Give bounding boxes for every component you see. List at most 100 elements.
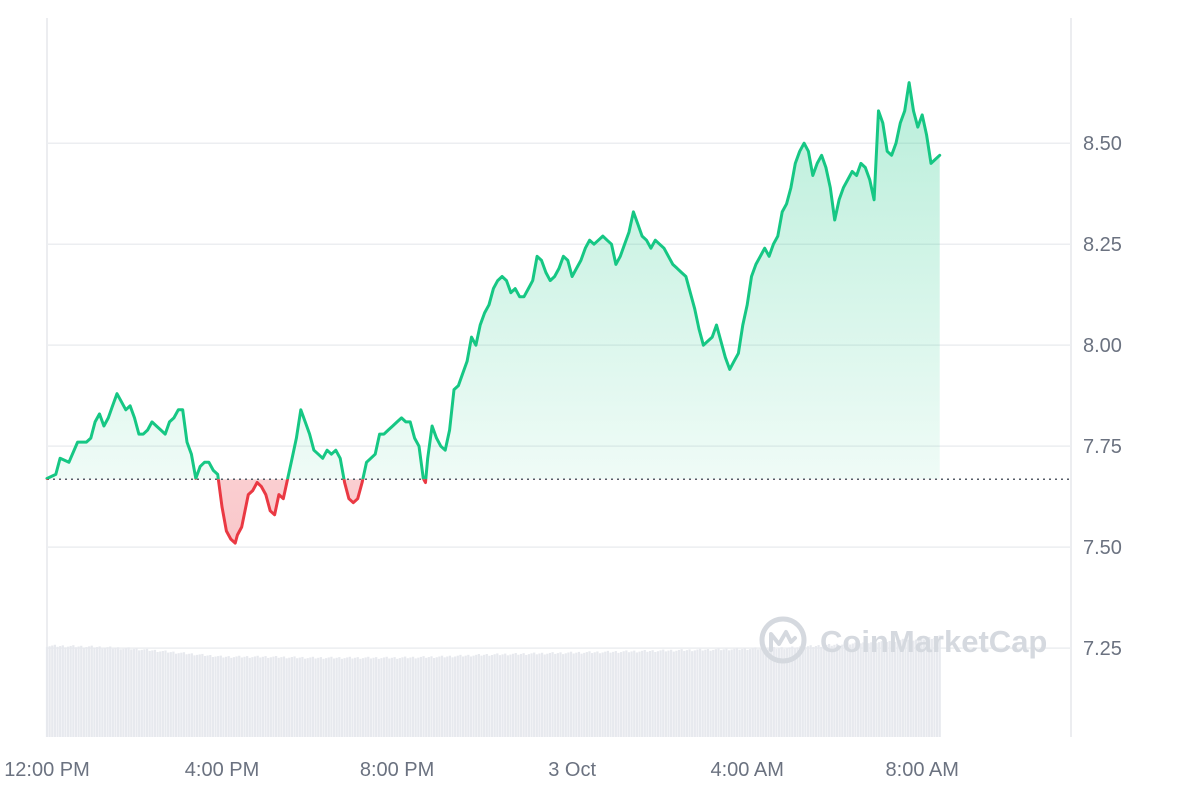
volume-bar <box>809 645 812 737</box>
volume-bar <box>741 648 744 737</box>
volume-bar <box>501 654 504 737</box>
volume-bar <box>80 645 83 737</box>
volume-bar <box>656 651 660 737</box>
volume-bar <box>651 650 654 737</box>
volume-bar <box>891 639 894 737</box>
volume-bars <box>45 635 941 737</box>
volume-bar <box>856 644 860 737</box>
volume-bar <box>451 657 454 737</box>
volume-bar <box>114 647 117 737</box>
volume-bar <box>901 638 904 737</box>
volume-bar <box>209 655 212 737</box>
volume-bar <box>904 640 907 737</box>
volume-bar <box>319 657 322 737</box>
y-tick-label: 7.50 <box>1083 537 1122 559</box>
volume-bar <box>130 649 133 737</box>
volume-bar <box>219 655 222 737</box>
volume-bar <box>722 649 725 737</box>
volume-bar <box>817 645 820 737</box>
volume-bar <box>72 645 75 737</box>
y-tick-label: 7.25 <box>1083 638 1122 660</box>
volume-bar <box>575 652 578 737</box>
volume-bar <box>912 640 915 737</box>
volume-bar <box>167 652 170 737</box>
volume-bar <box>546 653 549 737</box>
volume-bar <box>230 657 233 737</box>
volume-bar <box>893 641 897 737</box>
volume-bar <box>425 657 428 737</box>
volume-bar <box>206 655 209 737</box>
volume-bar <box>717 648 720 737</box>
volume-bar <box>124 648 128 737</box>
volume-bar <box>409 657 412 737</box>
volume-bar <box>217 656 220 737</box>
volume-bar <box>132 648 136 737</box>
volume-bar <box>377 658 380 737</box>
volume-bar <box>232 657 236 737</box>
price-line-up <box>45 81 942 480</box>
volume-bar <box>53 644 57 737</box>
volume-bar <box>799 646 802 737</box>
volume-bar <box>404 656 407 737</box>
volume-bar <box>101 648 104 737</box>
volume-bar <box>288 657 291 737</box>
volume-bar <box>303 658 307 737</box>
volume-bar <box>535 654 538 737</box>
volume-bar <box>720 650 723 737</box>
volume-bar <box>111 648 114 737</box>
volume-bar <box>117 647 120 737</box>
volume-bar <box>330 656 333 737</box>
volume-bar <box>593 652 596 737</box>
volume-bar <box>846 642 849 737</box>
volume-bar <box>822 645 825 737</box>
volume-bar <box>609 652 612 737</box>
price-line <box>45 81 942 545</box>
volume-bar <box>222 657 225 737</box>
volume-bar <box>398 658 401 737</box>
volume-bar <box>45 646 49 737</box>
volume-bar <box>375 657 378 737</box>
volume-bar <box>82 647 85 737</box>
volume-bar <box>227 656 230 737</box>
volume-bar <box>804 647 807 737</box>
volume-bar <box>95 647 99 737</box>
volume-bar <box>348 656 351 737</box>
volume-bar <box>51 645 54 737</box>
volume-bar <box>635 652 638 737</box>
volume-bar <box>854 642 857 737</box>
watermark-text: CoinMarketCap <box>820 624 1047 659</box>
volume-bar <box>433 658 436 737</box>
volume-bar <box>551 652 554 737</box>
y-tick-label: 8.50 <box>1083 133 1122 155</box>
volume-bar <box>464 655 467 737</box>
volume-bar <box>66 646 70 737</box>
volume-bar <box>764 649 768 737</box>
volume-bar <box>683 650 686 737</box>
volume-bar <box>422 656 425 737</box>
volume-bar <box>883 640 886 737</box>
volume-bar <box>509 654 512 737</box>
volume-bar <box>264 656 267 737</box>
volume-bar <box>504 653 507 737</box>
volume-bar <box>311 656 315 737</box>
volume-bar <box>414 658 417 737</box>
volume-bar <box>277 657 280 737</box>
volume-bar <box>583 652 586 737</box>
volume-bar <box>643 650 646 737</box>
volume-bar <box>872 641 875 737</box>
volume-bar <box>514 652 517 737</box>
volume-bar <box>835 643 839 737</box>
volume-bar <box>930 638 933 737</box>
volume-bar <box>917 638 920 737</box>
volume-bar <box>119 649 122 737</box>
volume-bar <box>456 655 459 737</box>
volume-bar <box>74 647 78 737</box>
volume-bar <box>830 645 833 737</box>
volume-bar <box>698 648 702 737</box>
volume-bar <box>751 648 754 737</box>
volume-bar <box>519 653 523 737</box>
volume-bar <box>885 642 889 737</box>
volume-bar <box>496 653 499 737</box>
volume-bar <box>285 658 288 737</box>
volume-bar <box>851 643 854 737</box>
